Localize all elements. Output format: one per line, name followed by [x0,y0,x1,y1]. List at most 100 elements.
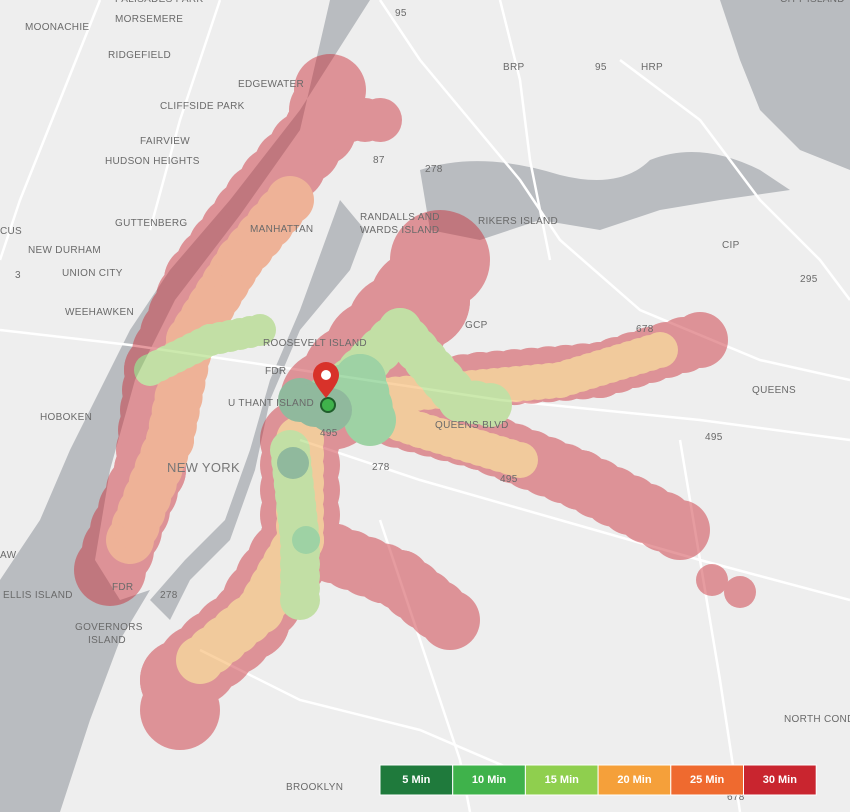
isochrone-blob [226,224,274,272]
road-label: FDR [265,366,286,377]
isochrone-blob [368,363,425,420]
legend-swatch [452,764,526,796]
road-label: 495 [320,428,338,439]
isochrone-blob [537,344,594,401]
isochrone-blob [276,416,324,464]
place-label: ROOSEVELT ISLAND [263,338,367,349]
place-label: AW [0,550,17,561]
isochrone-blob [487,367,523,403]
isochrone-blob [256,551,304,599]
isochrone-blob [632,335,668,371]
isochrone-blob [382,405,418,442]
isochrone-blob [210,580,290,660]
isochrone-blob [140,640,220,720]
isochrone-blob [276,486,317,527]
isochrone-blob [276,516,324,564]
isochrone-blob [106,516,154,564]
isochrone-blob [612,341,648,377]
isochrone-blob [157,358,206,407]
isochrone-blob [500,430,560,490]
isochrone-blob [520,364,556,400]
isochrone-blob [386,318,431,362]
place-label: RIKERS ISLAND [478,216,558,227]
legend-swatch [670,764,744,796]
isochrone-blob [486,349,543,406]
legend-label: 10 Min [472,774,507,786]
isochrone-blob [362,398,398,435]
place-label: WEEHAWKEN [65,307,134,318]
place-label: NORTH COND [784,714,850,725]
isochrone-blob [395,328,440,372]
isochrone-blob [134,444,183,493]
isochrone-blob [483,423,544,484]
isochrone-blob [332,388,368,425]
isochrone-blob [542,362,578,398]
isochrone-blob [90,494,162,566]
isochrone-blob [383,392,444,453]
isochrone-blob [452,427,488,463]
isochrone-blob [334,354,386,406]
place-label: UNION CITY [62,268,123,279]
isochrone-blob [358,98,402,142]
isochrone-blob [724,576,756,608]
isochrone-blob [550,450,610,510]
place-label: MORSEMERE [115,14,183,25]
isochrone-blob [256,188,304,236]
isochrone-blob [280,568,320,608]
isochrone-blob [159,341,192,374]
isochrone-blob [502,442,538,478]
isochrone-blob [222,560,303,640]
legend-swatch [743,764,817,796]
isochrone-blob [280,580,320,620]
isochrone-blob [370,550,430,610]
isochrone-blob [286,516,347,577]
isochrone-blob [277,447,309,479]
isochrone-blob [278,128,322,172]
isochrone-blob [342,392,378,428]
road-label: 95 [395,8,407,19]
isochrone-blob [188,212,260,284]
isochrone-blob [270,430,310,470]
isochrone-blob [294,54,366,126]
isochrone-blob [352,365,408,422]
isochrone-blob [472,433,508,469]
place-label: CITY ISLAND [780,0,845,5]
isochrone-blob [420,358,465,402]
isochrone-blob [432,372,468,408]
isochrone-blob [224,164,296,236]
isochrone-blob [142,349,175,382]
isochrone-blob [134,354,166,386]
place-label: ELLIS ISLAND [3,590,73,601]
isochrone-blob [123,473,172,522]
isochrone-blob [260,450,340,530]
isochrone-blob [348,338,392,382]
road-label: 495 [705,432,723,443]
isochrone-blob [146,416,194,464]
isochrone-blob [335,367,392,424]
isochrone-blob [290,120,335,165]
isochrone-blob [163,330,212,379]
isochrone-blob [224,318,256,350]
isochrone-blob [469,350,526,407]
isochrone-blob [151,387,200,436]
isochrone-blob [280,544,320,584]
isochrone-blob [450,410,510,470]
legend-label: 20 Min [617,774,652,786]
isochrone-blob [278,378,322,422]
isochrone-blob [403,338,448,382]
isochrone-blob [650,500,710,560]
isochrone-blob [260,500,340,580]
place-label: NEW YORK [167,460,240,475]
road-label: 295 [800,274,818,285]
isochrone-blob [124,334,196,406]
place-label: MOONACHIE [25,22,89,33]
isochrone-blob [164,244,236,316]
isochrone-blob [160,344,209,393]
isochrone-blob [642,332,678,368]
isochrone-blob [438,378,482,422]
legend-label: 15 Min [545,774,580,786]
isochrone-blob [173,304,222,353]
isochrone-blob [412,415,448,451]
isochrone-blob [340,380,393,433]
